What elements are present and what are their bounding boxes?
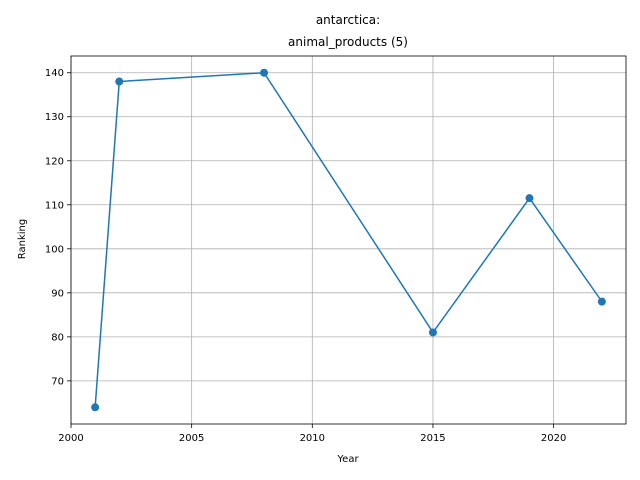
data-point bbox=[91, 403, 100, 412]
series-group bbox=[91, 68, 606, 412]
series-line bbox=[94, 71, 603, 408]
y-tick-label: 120 bbox=[45, 156, 64, 167]
x-tick-label: 2015 bbox=[420, 433, 445, 444]
y-tick-label: 80 bbox=[51, 332, 64, 343]
chart-title-line-2: animal_products (5) bbox=[288, 35, 408, 49]
y-tick-label: 130 bbox=[45, 112, 64, 123]
x-axis-label: Year bbox=[336, 454, 359, 465]
data-point bbox=[525, 194, 534, 203]
x-tick-label: 2010 bbox=[300, 433, 325, 444]
y-tick-label: 110 bbox=[45, 200, 64, 211]
x-tick-label: 2000 bbox=[58, 433, 83, 444]
chart-title-line-1: antarctica: bbox=[316, 13, 380, 27]
plot-frame bbox=[70, 55, 627, 425]
grid-lines bbox=[70, 56, 626, 424]
data-point bbox=[115, 77, 124, 86]
y-axis-label: Ranking bbox=[17, 219, 28, 259]
data-point bbox=[428, 328, 437, 337]
y-tick-label: 100 bbox=[45, 244, 64, 255]
y-tick-label: 90 bbox=[51, 288, 64, 299]
x-tick-label: 2005 bbox=[179, 433, 204, 444]
y-tick-label: 70 bbox=[51, 376, 64, 387]
x-tick-label: 2020 bbox=[541, 433, 566, 444]
x-axis-ticks: 2000 2005 2010 2015 2020 bbox=[58, 424, 566, 444]
data-point bbox=[260, 68, 269, 77]
y-axis-ticks: 70 80 90 100 110 120 130 140 bbox=[45, 68, 71, 387]
y-tick-label: 140 bbox=[45, 68, 64, 79]
data-point bbox=[597, 297, 606, 306]
